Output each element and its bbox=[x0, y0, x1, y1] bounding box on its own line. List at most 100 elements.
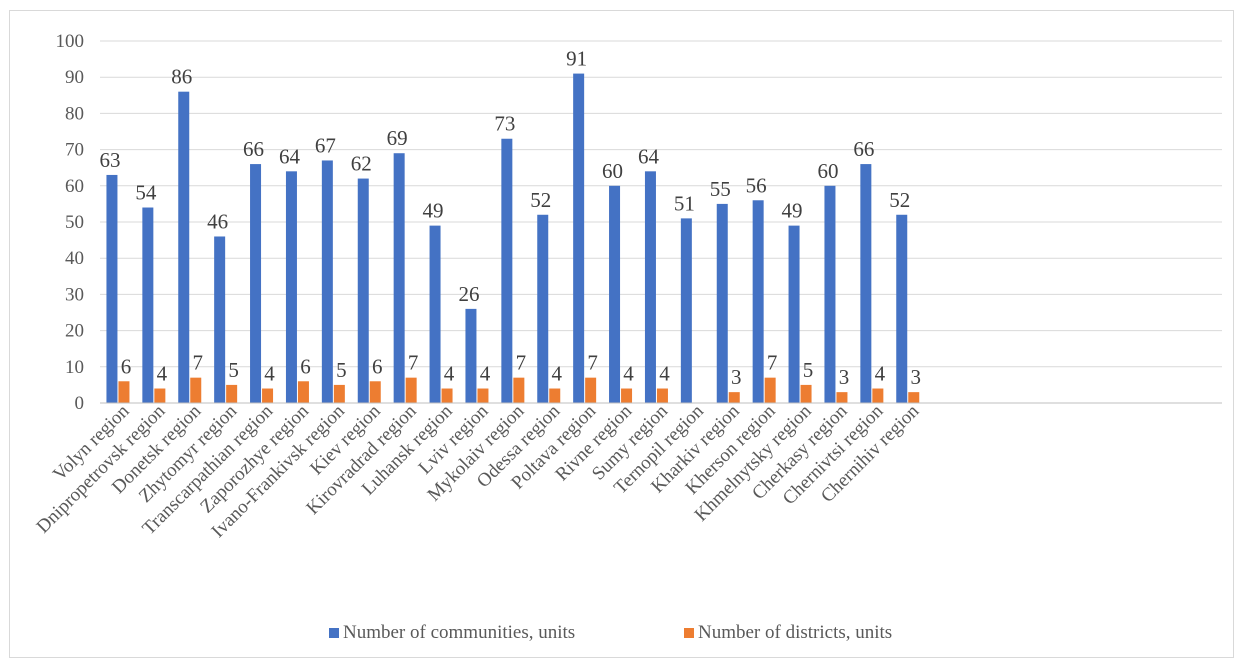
districts-data-label: 6 bbox=[372, 354, 383, 378]
y-tick-label: 90 bbox=[65, 67, 84, 88]
communities-data-label: 46 bbox=[207, 209, 228, 233]
communities-bar bbox=[106, 174, 118, 403]
communities-data-label: 62 bbox=[351, 152, 372, 176]
communities-data-label: 49 bbox=[423, 199, 444, 223]
communities-bar bbox=[357, 178, 369, 403]
communities-data-label: 73 bbox=[494, 112, 515, 136]
communities-bar bbox=[644, 171, 656, 403]
communities-data-label: 66 bbox=[853, 137, 874, 161]
districts-data-label: 4 bbox=[623, 362, 634, 386]
districts-bar bbox=[513, 377, 525, 403]
districts-data-label: 6 bbox=[300, 354, 311, 378]
communities-bar bbox=[142, 207, 154, 403]
communities-data-label: 54 bbox=[135, 181, 157, 205]
districts-data-label: 4 bbox=[480, 362, 491, 386]
y-tick-label: 40 bbox=[65, 248, 84, 269]
districts-data-label: 4 bbox=[552, 362, 563, 386]
districts-bar bbox=[908, 392, 920, 403]
communities-bar bbox=[214, 236, 226, 403]
districts-bar bbox=[800, 384, 812, 403]
communities-bar bbox=[609, 185, 621, 403]
y-tick-label: 0 bbox=[75, 393, 85, 414]
districts-bar bbox=[836, 392, 848, 403]
communities-data-label: 49 bbox=[782, 199, 803, 223]
y-tick-label: 60 bbox=[65, 176, 84, 197]
districts-bar bbox=[477, 388, 489, 403]
y-tick-label: 10 bbox=[65, 357, 84, 378]
communities-bar bbox=[285, 171, 297, 403]
communities-data-label: 63 bbox=[99, 148, 120, 172]
legend-label-communities: Number of communities, units bbox=[343, 622, 575, 643]
districts-data-label: 4 bbox=[264, 362, 275, 386]
districts-data-label: 7 bbox=[767, 351, 778, 375]
communities-bar bbox=[178, 91, 190, 404]
districts-bar bbox=[764, 377, 776, 403]
districts-bar bbox=[226, 384, 238, 403]
legend-swatch-communities bbox=[329, 628, 339, 638]
districts-data-label: 7 bbox=[193, 351, 204, 375]
communities-bar bbox=[860, 164, 872, 403]
chart-frame bbox=[9, 10, 1234, 658]
communities-data-label: 52 bbox=[530, 188, 551, 212]
districts-bar bbox=[441, 388, 453, 403]
districts-data-label: 5 bbox=[228, 358, 239, 382]
communities-data-label: 55 bbox=[710, 177, 731, 201]
communities-bar bbox=[465, 308, 477, 403]
districts-bar bbox=[369, 381, 381, 403]
districts-bar bbox=[405, 377, 417, 403]
communities-bar bbox=[788, 225, 800, 403]
districts-data-label: 5 bbox=[336, 358, 347, 382]
legend-swatch-districts bbox=[684, 628, 694, 638]
districts-bar bbox=[549, 388, 561, 403]
districts-data-label: 4 bbox=[875, 362, 886, 386]
districts-data-label: 7 bbox=[408, 351, 419, 375]
districts-bar bbox=[190, 377, 202, 403]
communities-bar bbox=[752, 200, 764, 403]
communities-bar bbox=[824, 185, 836, 403]
communities-data-label: 69 bbox=[387, 126, 408, 150]
communities-data-label: 51 bbox=[674, 191, 695, 215]
districts-data-label: 3 bbox=[839, 365, 850, 389]
communities-bar bbox=[501, 138, 513, 404]
districts-bar bbox=[118, 381, 130, 403]
communities-bar bbox=[250, 164, 262, 403]
districts-data-label: 3 bbox=[911, 365, 922, 389]
communities-bar bbox=[896, 214, 908, 403]
communities-data-label: 60 bbox=[817, 159, 838, 183]
districts-bar bbox=[872, 388, 884, 403]
communities-bar bbox=[537, 214, 549, 403]
y-tick-label: 80 bbox=[65, 103, 84, 124]
districts-bar bbox=[621, 388, 633, 403]
communities-data-label: 67 bbox=[315, 133, 336, 157]
communities-data-label: 66 bbox=[243, 137, 264, 161]
communities-data-label: 26 bbox=[458, 282, 479, 306]
communities-data-label: 52 bbox=[889, 188, 910, 212]
y-tick-label: 50 bbox=[65, 212, 84, 233]
communities-data-label: 60 bbox=[602, 159, 623, 183]
communities-bar bbox=[321, 160, 333, 403]
districts-bar bbox=[656, 388, 668, 403]
districts-bar bbox=[297, 381, 309, 403]
y-tick-label: 100 bbox=[56, 31, 85, 52]
districts-bar bbox=[262, 388, 274, 403]
communities-bar bbox=[716, 203, 728, 403]
districts-bar bbox=[333, 384, 345, 403]
communities-bar bbox=[429, 225, 441, 403]
districts-data-label: 3 bbox=[731, 365, 742, 389]
districts-bar bbox=[154, 388, 166, 403]
districts-data-label: 6 bbox=[121, 354, 132, 378]
communities-bar bbox=[393, 153, 405, 403]
districts-bar bbox=[585, 377, 597, 403]
y-tick-label: 70 bbox=[65, 140, 84, 161]
legend-label-districts: Number of districts, units bbox=[698, 622, 892, 643]
districts-data-label: 7 bbox=[516, 351, 527, 375]
communities-bar bbox=[680, 218, 692, 403]
communities-data-label: 64 bbox=[279, 144, 301, 168]
districts-data-label: 4 bbox=[157, 362, 168, 386]
districts-data-label: 4 bbox=[444, 362, 455, 386]
communities-data-label: 56 bbox=[746, 173, 767, 197]
districts-data-label: 5 bbox=[803, 358, 814, 382]
communities-data-label: 86 bbox=[171, 65, 192, 89]
communities-bar bbox=[573, 73, 585, 403]
